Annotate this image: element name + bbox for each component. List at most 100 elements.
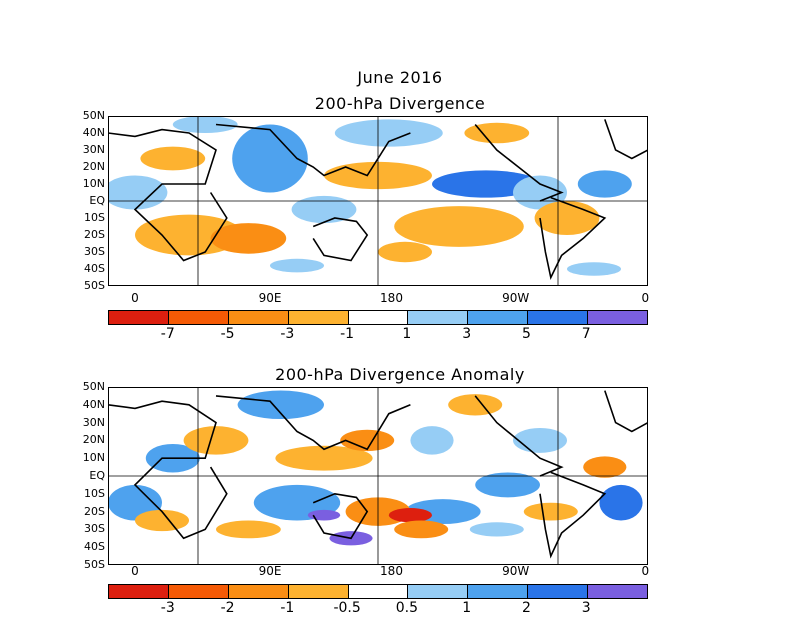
- coastline: [312, 492, 369, 540]
- colorbar-label: 1: [402, 326, 412, 342]
- shaded-region: [172, 116, 238, 133]
- divergence-anomaly-map: [108, 387, 648, 565]
- colorbar-label: -1: [340, 326, 355, 342]
- latitude-label: EQ: [89, 469, 105, 482]
- map-frame: [108, 387, 648, 565]
- longitude-label: 90E: [258, 564, 282, 578]
- figure-title: June 2016: [357, 68, 443, 87]
- shaded-region: [469, 522, 524, 537]
- shaded-region: [216, 520, 281, 539]
- longitude-label: 0: [641, 291, 650, 305]
- colorbar-label: -5: [220, 326, 235, 342]
- colorbar-label: -1: [280, 600, 295, 616]
- latitude-label: 40S: [84, 540, 105, 554]
- colorbar-label: 3: [581, 600, 591, 616]
- latitude-label: 40N: [82, 397, 105, 411]
- latitude-label: 30N: [82, 143, 105, 156]
- shaded-region: [432, 170, 540, 198]
- colorbar-label: -3: [280, 326, 295, 342]
- colorbar-cell: [288, 311, 349, 324]
- colorbar-label: -3: [160, 600, 175, 616]
- colorbar-cell: [228, 311, 289, 324]
- colorbar-cell: [348, 585, 409, 598]
- shaded-region: [394, 520, 449, 539]
- latitude-label: 10N: [82, 451, 105, 465]
- latitude-label: EQ: [89, 194, 105, 207]
- shaded-region: [232, 124, 308, 193]
- shaded-region: [210, 223, 287, 254]
- shaded-region: [275, 445, 373, 471]
- colorbar-label: 0.5: [395, 600, 418, 616]
- longitude-label: 0: [131, 564, 139, 578]
- panel-2-subtitle: 200-hPa Divergence Anomaly: [275, 365, 525, 384]
- latitude-label: 20N: [82, 433, 105, 447]
- shaded-region: [534, 201, 600, 235]
- coastline: [604, 119, 648, 160]
- latitude-label: 20S: [84, 504, 105, 518]
- latitude-label: 30N: [82, 415, 105, 429]
- colorbar-label: -7: [160, 326, 175, 342]
- shaded-region: [475, 472, 540, 498]
- shaded-region: [599, 484, 643, 521]
- latitude-label: 20S: [84, 228, 105, 241]
- coastline: [215, 395, 411, 451]
- coastline: [215, 123, 411, 177]
- longitude-label: 90W: [502, 291, 530, 305]
- colorbar-cell: [468, 585, 529, 598]
- coastline: [539, 471, 607, 559]
- longitude-label: 180: [380, 291, 403, 305]
- colorbar-cell: [528, 311, 589, 324]
- divergence-map: [108, 116, 648, 286]
- colorbar-cell: [468, 311, 529, 324]
- latitude-label: 50S: [84, 279, 105, 292]
- latitude-label: 30S: [84, 245, 105, 258]
- coastline: [108, 400, 228, 540]
- shaded-region: [270, 258, 324, 273]
- longitude-label: 90W: [502, 564, 530, 578]
- latitude-label: 50N: [82, 380, 105, 393]
- colorbar-label: 5: [521, 326, 531, 342]
- latitude-label: 10N: [82, 177, 105, 190]
- shaded-region: [523, 502, 578, 521]
- map-frame: [108, 116, 648, 286]
- shaded-region: [307, 509, 341, 521]
- shaded-region: [183, 426, 249, 455]
- colorbar-cell: [109, 311, 169, 324]
- longitude-label: 0: [641, 564, 650, 578]
- coastline: [604, 390, 648, 433]
- colorbar-label: 7: [581, 326, 591, 342]
- shaded-region: [410, 426, 454, 455]
- shaded-region: [567, 262, 621, 276]
- divergence-anomaly-colorbar: [108, 584, 648, 599]
- colorbar-label: -0.5: [333, 600, 361, 616]
- divergence-colorbar: [108, 310, 648, 325]
- longitude-label: 0: [131, 291, 139, 305]
- latitude-label: 30S: [84, 522, 105, 536]
- shaded-region: [140, 146, 206, 171]
- shaded-region: [388, 508, 432, 523]
- shaded-region: [378, 241, 432, 263]
- shaded-region: [135, 509, 189, 532]
- colorbar-label: 2: [521, 600, 531, 616]
- colorbar-cell: [588, 585, 648, 598]
- colorbar-label: 3: [462, 326, 472, 342]
- shaded-region: [583, 456, 627, 478]
- longitude-label: 90E: [258, 291, 282, 305]
- shaded-region: [577, 170, 632, 198]
- colorbar-cell: [288, 585, 349, 598]
- shaded-region: [237, 390, 324, 420]
- coastline: [108, 128, 228, 262]
- colorbar-cell: [228, 585, 289, 598]
- shaded-region: [448, 394, 503, 416]
- colorbar-label: 1: [462, 600, 472, 616]
- colorbar-cell: [588, 311, 648, 324]
- colorbar-cell: [528, 585, 589, 598]
- latitude-label: 10S: [84, 211, 105, 224]
- colorbar-cell: [109, 585, 169, 598]
- shaded-region: [464, 122, 530, 144]
- shaded-region: [334, 119, 443, 147]
- latitude-label: 50N: [82, 109, 105, 122]
- latitude-label: 50S: [84, 558, 105, 571]
- latitude-label: 40N: [82, 126, 105, 139]
- colorbar-cell: [348, 311, 409, 324]
